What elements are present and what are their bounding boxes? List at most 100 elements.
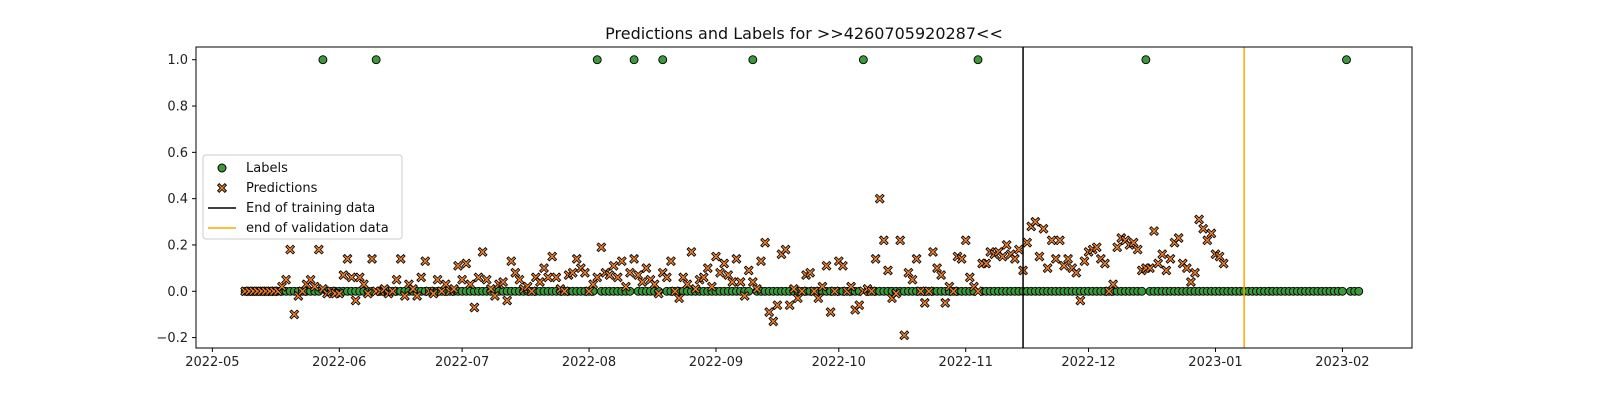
x-tick-label: 2022-11 bbox=[939, 355, 993, 370]
chart-title: Predictions and Labels for >>42607059202… bbox=[605, 24, 1003, 43]
prediction-point bbox=[612, 272, 623, 283]
prediction-point bbox=[948, 286, 959, 297]
prediction-point bbox=[285, 244, 296, 255]
x-tick-label: 2022-07 bbox=[435, 355, 489, 370]
prediction-point bbox=[510, 267, 521, 278]
prediction-point bbox=[711, 251, 721, 262]
prediction-point bbox=[1038, 223, 1049, 234]
prediction-point bbox=[1001, 239, 1012, 250]
prediction-point bbox=[1181, 263, 1192, 274]
prediction-point bbox=[358, 279, 369, 290]
prediction-point bbox=[543, 272, 554, 283]
prediction-point bbox=[604, 270, 615, 281]
prediction-point bbox=[829, 286, 840, 297]
prediction-point bbox=[837, 260, 848, 271]
prediction-point bbox=[821, 260, 832, 271]
prediction-point bbox=[1206, 228, 1217, 239]
prediction-point bbox=[1079, 256, 1090, 267]
prediction-point bbox=[461, 258, 472, 269]
prediction-point bbox=[334, 288, 345, 299]
legend-circle-icon bbox=[217, 163, 227, 173]
legend-item-end-validation: end of validation data bbox=[208, 221, 389, 236]
prediction-point bbox=[567, 267, 578, 278]
prediction-point bbox=[453, 260, 463, 271]
prediction-point bbox=[1108, 279, 1119, 290]
prediction-point bbox=[915, 286, 926, 297]
prediction-point bbox=[281, 274, 292, 285]
y-tick-label: 0.8 bbox=[167, 100, 188, 115]
label-point bbox=[1137, 286, 1147, 296]
prediction-point bbox=[817, 281, 828, 292]
prediction-point bbox=[526, 286, 537, 297]
prediction-point bbox=[1161, 265, 1172, 276]
prediction-point bbox=[592, 272, 603, 283]
prediction-point bbox=[698, 272, 709, 283]
prediction-point bbox=[756, 256, 766, 267]
legend-label-labels: Labels bbox=[246, 161, 288, 176]
prediction-point bbox=[735, 277, 746, 287]
legend: Labels Predictions End of training data … bbox=[202, 154, 403, 240]
y-tick-label: 0.0 bbox=[167, 285, 188, 300]
x-tick-label: 2022-10 bbox=[812, 355, 866, 370]
prediction-point bbox=[346, 272, 357, 283]
label-point bbox=[629, 55, 639, 65]
prediction-point bbox=[412, 290, 423, 301]
prediction-point bbox=[854, 300, 865, 311]
prediction-point bbox=[739, 290, 750, 301]
prediction-point bbox=[342, 253, 353, 264]
prediction-point bbox=[956, 253, 967, 264]
prediction-point bbox=[469, 302, 480, 313]
prediction-point bbox=[1218, 258, 1229, 269]
label-point bbox=[658, 55, 668, 65]
prediction-point bbox=[796, 286, 807, 297]
prediction-point bbox=[973, 286, 983, 297]
label-point bbox=[1337, 286, 1347, 296]
prediction-point bbox=[559, 286, 570, 297]
prediction-point bbox=[1157, 249, 1168, 260]
prediction-point bbox=[788, 283, 799, 294]
prediction-point bbox=[825, 307, 836, 318]
prediction-point bbox=[772, 300, 783, 311]
prediction-point bbox=[665, 256, 676, 267]
prediction-point bbox=[1050, 253, 1061, 264]
prediction-point bbox=[866, 286, 877, 297]
prediction-point bbox=[1071, 267, 1082, 278]
prediction-point bbox=[768, 316, 779, 327]
label-point bbox=[318, 55, 328, 65]
prediction-point bbox=[428, 288, 439, 299]
prediction-point bbox=[416, 272, 427, 283]
axes: 2022-05 2022-06 2022-07 2022-08 2022-09 2022-… bbox=[156, 53, 1369, 370]
prediction-point bbox=[579, 267, 590, 278]
prediction-point bbox=[751, 283, 762, 294]
prediction-point bbox=[596, 242, 607, 253]
prediction-point bbox=[420, 256, 431, 267]
prediction-point bbox=[870, 253, 881, 264]
label-point bbox=[1141, 55, 1151, 65]
prediction-point bbox=[514, 274, 525, 285]
y-tick-label: 0.4 bbox=[167, 192, 188, 207]
prediction-point bbox=[1194, 214, 1205, 225]
plot-frame bbox=[195, 46, 1413, 349]
prediction-point bbox=[608, 260, 619, 271]
prediction-point bbox=[506, 256, 517, 267]
prediction-point bbox=[882, 265, 893, 276]
prediction-point bbox=[764, 307, 775, 318]
prediction-point bbox=[395, 253, 406, 264]
prediction-point bbox=[678, 272, 689, 283]
prediction-point bbox=[1173, 233, 1184, 243]
prediction-point bbox=[641, 263, 652, 274]
prediction-point bbox=[391, 274, 402, 285]
prediction-point bbox=[637, 277, 648, 287]
prediction-point bbox=[309, 281, 320, 292]
prediction-point bbox=[706, 281, 717, 292]
prediction-point bbox=[981, 258, 992, 269]
prediction-point bbox=[432, 274, 443, 285]
prediction-point bbox=[367, 253, 378, 264]
prediction-point bbox=[473, 272, 484, 283]
prediction-point bbox=[354, 272, 365, 283]
prediction-point bbox=[1075, 295, 1086, 306]
prediction-point bbox=[1034, 251, 1045, 262]
prediction-point bbox=[489, 290, 500, 301]
y-tick-label: 1.0 bbox=[167, 53, 188, 68]
prediction-point bbox=[743, 265, 754, 276]
